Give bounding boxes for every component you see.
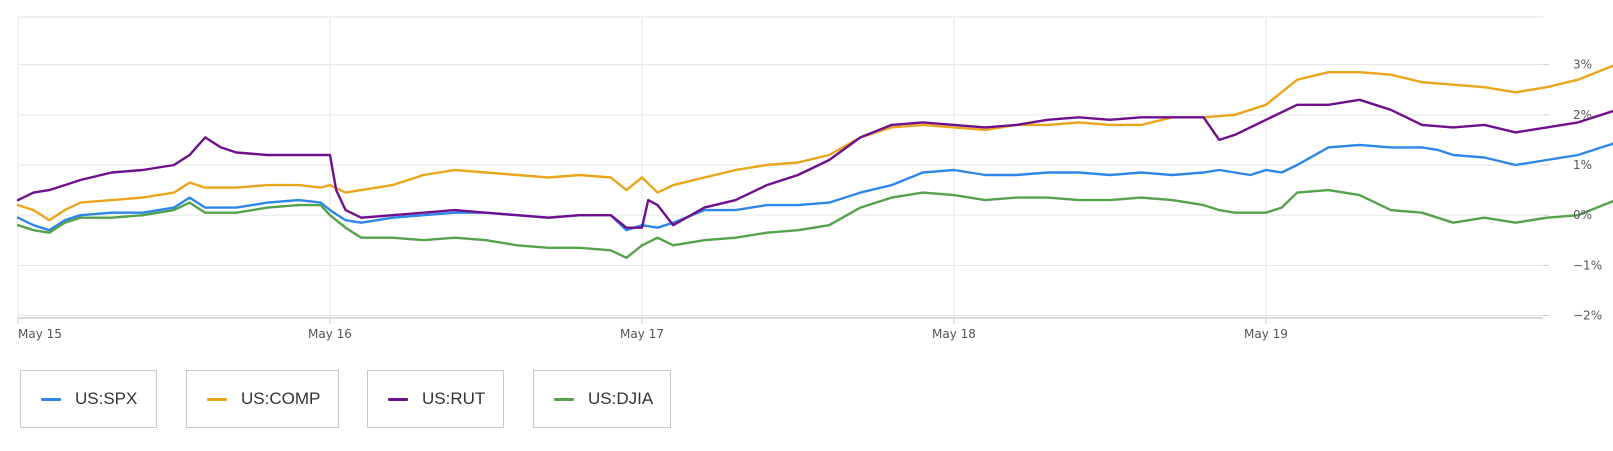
legend-item-comp[interactable]: US:COMP — [186, 370, 339, 428]
legend-item-djia[interactable]: US:DJIA — [533, 370, 671, 428]
y-tick-label: 0% — [1573, 208, 1592, 222]
legend-swatch-spx — [41, 397, 61, 401]
legend-label-djia: US:DJIA — [588, 389, 654, 408]
series-line-comp — [16, 64, 1613, 222]
legend-swatch-rut — [388, 397, 408, 401]
x-tick-label: May 15 — [18, 327, 62, 341]
legend-swatch-comp — [207, 397, 227, 401]
y-tick-label: 3% — [1573, 58, 1592, 72]
y-tick-label: −2% — [1573, 308, 1602, 322]
legend-item-spx[interactable]: US:SPX — [20, 370, 157, 428]
x-tick-label: May 16 — [308, 327, 352, 341]
y-tick-label: 1% — [1573, 158, 1592, 172]
legend-label-rut: US:RUT — [422, 389, 486, 408]
grid-lines — [17, 16, 1543, 319]
series-lines — [16, 64, 1613, 259]
x-axis-ticks: May 15 May 16 May 17 May 18 May 19 — [17, 318, 1288, 341]
legend-label-spx: US:SPX — [75, 389, 138, 408]
legend-label-comp: US:COMP — [241, 389, 321, 408]
y-axis-ticks: 3% 2% 1% 0% −1% −2% — [1543, 58, 1602, 322]
y-tick-label: 2% — [1573, 108, 1592, 122]
legend-swatch-djia — [554, 397, 574, 401]
y-tick-label: −1% — [1573, 258, 1602, 272]
series-line-djia — [16, 188, 1613, 259]
series-line-rut — [16, 98, 1613, 229]
x-tick-label: May 19 — [1244, 327, 1288, 341]
legend-item-rut[interactable]: US:RUT — [367, 370, 504, 428]
series-line-spx — [16, 142, 1613, 232]
x-tick-label: May 18 — [932, 327, 976, 341]
x-tick-label: May 17 — [620, 327, 664, 341]
